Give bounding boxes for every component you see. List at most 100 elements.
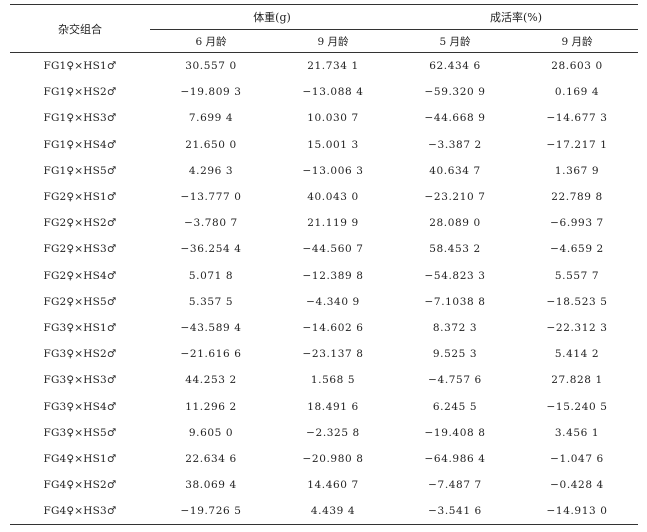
cell-weight-9m: −14.602 6 [302, 321, 364, 334]
cell-weight-6m: −19.726 5 [180, 505, 242, 518]
cell-combo: FG4♀×HS3♂ [43, 505, 117, 518]
cell-survival-9m: −14.913 0 [546, 505, 608, 518]
cell-combo: FG2♀×HS1♂ [43, 191, 117, 204]
cell-weight-9m: 10.030 7 [307, 112, 359, 125]
cell-weight-6m: 4.296 3 [188, 164, 234, 177]
cell-weight-6m: 44.253 2 [185, 374, 237, 387]
table-row: FG1♀×HS2♂ −19.809 3 −13.088 4 −59.320 9 0.16… [10, 79, 638, 105]
header-combo: 杂交组合 [10, 4, 150, 53]
table-row: FG2♀×HS4♂ 5.071 8 −12.389 8 −54.823 3 5.557 … [10, 263, 638, 289]
table-row: FG2♀×HS3♂ −36.254 4 −44.560 7 58.453 2 −4.65… [10, 236, 638, 262]
table-row: FG4♀×HS2♂ 38.069 4 14.460 7 −7.487 7 −0.428 … [10, 472, 638, 498]
cell-combo: FG2♀×HS2♂ [43, 217, 117, 230]
cell-combo: FG1♀×HS1♂ [43, 60, 117, 73]
cell-combo: FG3♀×HS4♂ [43, 400, 117, 413]
cell-survival-5m: 40.634 7 [429, 164, 481, 177]
cell-weight-9m: −23.137 8 [302, 348, 364, 361]
cell-combo: FG2♀×HS5♂ [43, 295, 117, 308]
cell-survival-9m: 22.789 8 [551, 191, 603, 204]
cell-weight-6m: 22.634 6 [185, 452, 237, 465]
cell-weight-6m: 30.557 0 [185, 60, 237, 73]
cell-weight-6m: 38.069 4 [185, 479, 237, 492]
cell-survival-5m: −7.1038 8 [424, 295, 486, 308]
cell-combo: FG3♀×HS3♂ [43, 374, 117, 387]
cell-survival-9m: −0.428 4 [550, 479, 604, 492]
cell-survival-5m: 28.089 0 [429, 217, 481, 230]
cell-weight-6m: 7.699 4 [188, 112, 234, 125]
cell-survival-5m: −23.210 7 [424, 191, 486, 204]
cell-survival-9m: −1.047 6 [550, 452, 604, 465]
cell-survival-5m: −64.986 4 [424, 452, 486, 465]
cell-combo: FG3♀×HS5♂ [43, 426, 117, 439]
header-survival-9m: 9 月龄 [516, 29, 639, 53]
cell-survival-5m: −19.408 8 [424, 426, 486, 439]
table-row: FG2♀×HS1♂ −13.777 0 40.043 0 −23.210 7 22.78… [10, 184, 638, 210]
cell-weight-6m: 11.296 2 [185, 400, 237, 413]
cell-weight-9m: 21.734 1 [307, 60, 359, 73]
table-row: FG3♀×HS4♂ 11.296 2 18.491 6 6.245 5 −15.240 … [10, 393, 638, 419]
cell-survival-9m: −17.217 1 [546, 138, 608, 151]
cell-weight-6m: −13.777 0 [180, 191, 242, 204]
cell-combo: FG1♀×HS2♂ [43, 86, 117, 99]
cell-weight-9m: −4.340 9 [306, 295, 360, 308]
cell-combo: FG4♀×HS1♂ [43, 452, 117, 465]
cell-weight-9m: −2.325 8 [306, 426, 360, 439]
cell-survival-9m: −18.523 5 [546, 295, 608, 308]
cell-survival-5m: −3.541 6 [428, 505, 482, 518]
cell-survival-5m: −7.487 7 [428, 479, 482, 492]
table-row: FG1♀×HS1♂ 30.557 0 21.734 1 62.434 6 28.603 … [10, 53, 638, 80]
cell-survival-9m: 5.414 2 [554, 348, 600, 361]
cell-weight-9m: 40.043 0 [307, 191, 359, 204]
table-row: FG3♀×HS2♂ −21.616 6 −23.137 8 9.525 3 5.414 … [10, 341, 638, 367]
cell-weight-6m: −3.780 7 [184, 217, 238, 230]
cell-weight-9m: −44.560 7 [302, 243, 364, 256]
table-row: FG1♀×HS4♂ 21.650 0 15.001 3 −3.387 2 −17.217… [10, 132, 638, 158]
cell-survival-5m: −59.320 9 [424, 86, 486, 99]
cell-combo: FG1♀×HS5♂ [43, 164, 117, 177]
cell-weight-9m: −12.389 8 [302, 269, 364, 282]
cell-weight-9m: 21.119 9 [307, 217, 359, 230]
cell-weight-9m: −13.006 3 [302, 164, 364, 177]
table-row: FG1♀×HS5♂ 4.296 3 −13.006 3 40.634 7 1.367 9 [10, 158, 638, 184]
cell-survival-9m: 1.367 9 [554, 164, 600, 177]
table-row: FG3♀×HS3♂ 44.253 2 1.568 5 −4.757 6 27.828 1 [10, 367, 638, 393]
table-row: FG4♀×HS3♂ −19.726 5 4.439 4 −3.541 6 −14.913… [10, 498, 638, 525]
cell-weight-6m: −43.589 4 [180, 321, 242, 334]
cell-combo: FG2♀×HS3♂ [43, 243, 117, 256]
cell-weight-6m: 9.605 0 [188, 426, 234, 439]
table-row: FG4♀×HS1♂ 22.634 6 −20.980 8 −64.986 4 −1.04… [10, 446, 638, 472]
cell-survival-9m: −4.659 2 [550, 243, 604, 256]
cell-survival-9m: 0.169 4 [554, 86, 600, 99]
cell-survival-5m: 62.434 6 [429, 60, 481, 73]
table-row: FG2♀×HS5♂ 5.357 5 −4.340 9 −7.1038 8 −18.523… [10, 289, 638, 315]
cell-survival-9m: 3.456 1 [554, 426, 600, 439]
cell-combo: FG1♀×HS4♂ [43, 138, 117, 151]
header-weight-9m: 9 月龄 [272, 29, 394, 53]
cell-weight-6m: −19.809 3 [180, 86, 242, 99]
cell-combo: FG4♀×HS2♂ [43, 479, 117, 492]
cell-survival-9m: 27.828 1 [551, 374, 603, 387]
cell-weight-6m: −36.254 4 [180, 243, 242, 256]
cell-survival-9m: −6.993 7 [550, 217, 604, 230]
cell-weight-9m: −13.088 4 [302, 86, 364, 99]
cell-combo: FG3♀×HS2♂ [43, 348, 117, 361]
cell-weight-9m: 18.491 6 [307, 400, 359, 413]
header-weight-6m: 6 月龄 [150, 29, 272, 53]
table-header: 杂交组合 体重(g) 成活率(%) 6 月龄 9 月龄 5 月龄 9 月龄 [10, 4, 639, 53]
cell-survival-5m: −4.757 6 [428, 374, 482, 387]
cell-survival-5m: −3.387 2 [428, 138, 482, 151]
cell-weight-9m: 4.439 4 [310, 505, 356, 518]
cell-weight-6m: 5.071 8 [188, 269, 234, 282]
cell-weight-9m: 15.001 3 [307, 138, 359, 151]
cell-weight-6m: 5.357 5 [188, 295, 234, 308]
cell-survival-9m: −14.677 3 [546, 112, 608, 125]
cell-survival-5m: 6.245 5 [432, 400, 478, 413]
header-survival-group: 成活率(%) [394, 4, 639, 30]
table-row: FG2♀×HS2♂ −3.780 7 21.119 9 28.089 0 −6.993 … [10, 210, 638, 236]
cell-combo: FG2♀×HS4♂ [43, 269, 117, 282]
cell-survival-9m: 5.557 7 [554, 269, 600, 282]
cell-weight-9m: 1.568 5 [310, 374, 356, 387]
cell-combo: FG3♀×HS1♂ [43, 321, 117, 334]
cell-survival-5m: 8.372 3 [432, 321, 478, 334]
